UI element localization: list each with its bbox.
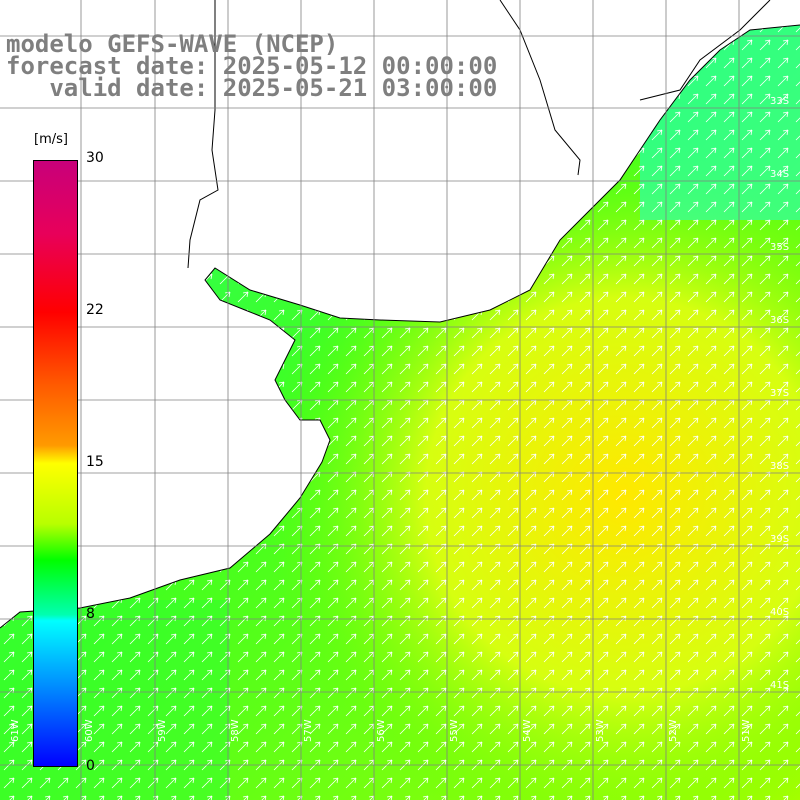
lon-label: 58W (230, 719, 241, 742)
border-line (187, 0, 771, 269)
lat-label: 36S (770, 315, 790, 326)
coastline (0, 24, 800, 629)
colorbar-tick-8: 8 (86, 606, 95, 622)
lat-label: 41S (770, 680, 790, 691)
lon-label: 51W (741, 719, 752, 742)
lon-label: 61W (10, 719, 21, 742)
lon-label: 59W (157, 719, 168, 742)
lat-label: 38S (770, 461, 790, 472)
lon-label: 52W (668, 719, 679, 742)
lat-label: 35S (770, 242, 790, 253)
title-forecast-date: forecast date: 2025-05-12 00:00:00 (6, 52, 498, 80)
lon-label: 55W (449, 719, 460, 742)
colorbar (33, 160, 78, 767)
lat-label: 34S (770, 169, 790, 180)
lat-label: 39S (770, 534, 790, 545)
lat-label: 40S (770, 607, 790, 618)
colorbar-tick-30: 30 (86, 150, 104, 166)
title-model: modelo GEFS-WAVE (NCEP) (6, 30, 339, 58)
lon-label: 56W (376, 719, 387, 742)
lat-label: 33S (770, 96, 790, 107)
colorbar-tick-15: 15 (86, 454, 104, 470)
colorbar-unit: [m/s] (34, 132, 68, 147)
lon-label: 60W (84, 719, 95, 742)
title-valid-date: valid date: 2025-05-21 03:00:00 (6, 74, 498, 102)
lon-label: 57W (303, 719, 314, 742)
lat-label: 37S (770, 388, 790, 399)
lon-label: 54W (522, 719, 533, 742)
lon-label: 53W (595, 719, 606, 742)
colorbar-tick-22: 22 (86, 302, 104, 318)
colorbar-tick-0: 0 (86, 758, 95, 774)
